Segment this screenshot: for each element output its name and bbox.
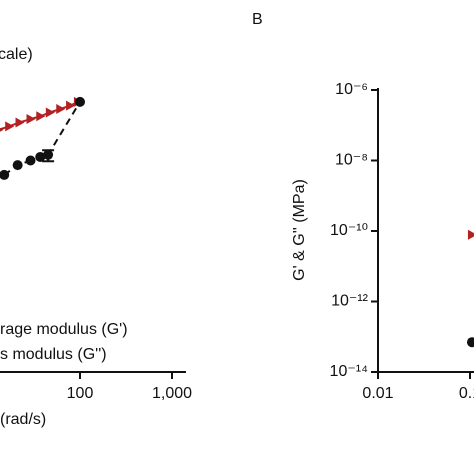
- y-tick-label: 10⁻¹⁴: [330, 363, 369, 380]
- legend-entry: s modulus (G''): [0, 346, 107, 363]
- x-tick-label: 0.01: [362, 385, 393, 402]
- marker: [12, 160, 23, 171]
- x-tick-label: 1,000: [152, 385, 192, 402]
- marker: [5, 121, 15, 132]
- marker: [0, 127, 4, 132]
- marker: [15, 117, 25, 128]
- marker: [56, 103, 66, 114]
- marker: [35, 151, 46, 162]
- panel-label: B: [252, 11, 263, 28]
- y-tick-label: 10⁻⁶: [335, 81, 368, 98]
- legend-entry: rage modulus (G'): [0, 321, 128, 338]
- x-axis-label: (rad/s): [0, 411, 46, 428]
- marker: [26, 114, 36, 125]
- marker: [75, 96, 85, 107]
- marker: [43, 149, 54, 160]
- marker: [36, 111, 46, 122]
- marker: [25, 155, 36, 166]
- marker: [0, 169, 10, 180]
- chart-title: cale): [0, 46, 33, 63]
- x-tick-label: 100: [67, 385, 94, 402]
- y-tick-label: 10⁻¹⁰: [330, 222, 368, 239]
- y-tick-label: 10⁻¹²: [331, 293, 369, 310]
- y-axis-label: G' & G'' (MPa): [291, 179, 308, 281]
- y-tick-label: 10⁻⁸: [335, 152, 368, 169]
- x-tick-label: 0.1: [459, 385, 474, 402]
- marker: [45, 107, 55, 118]
- marker: [66, 100, 76, 111]
- marker: [467, 229, 474, 240]
- marker: [466, 337, 474, 348]
